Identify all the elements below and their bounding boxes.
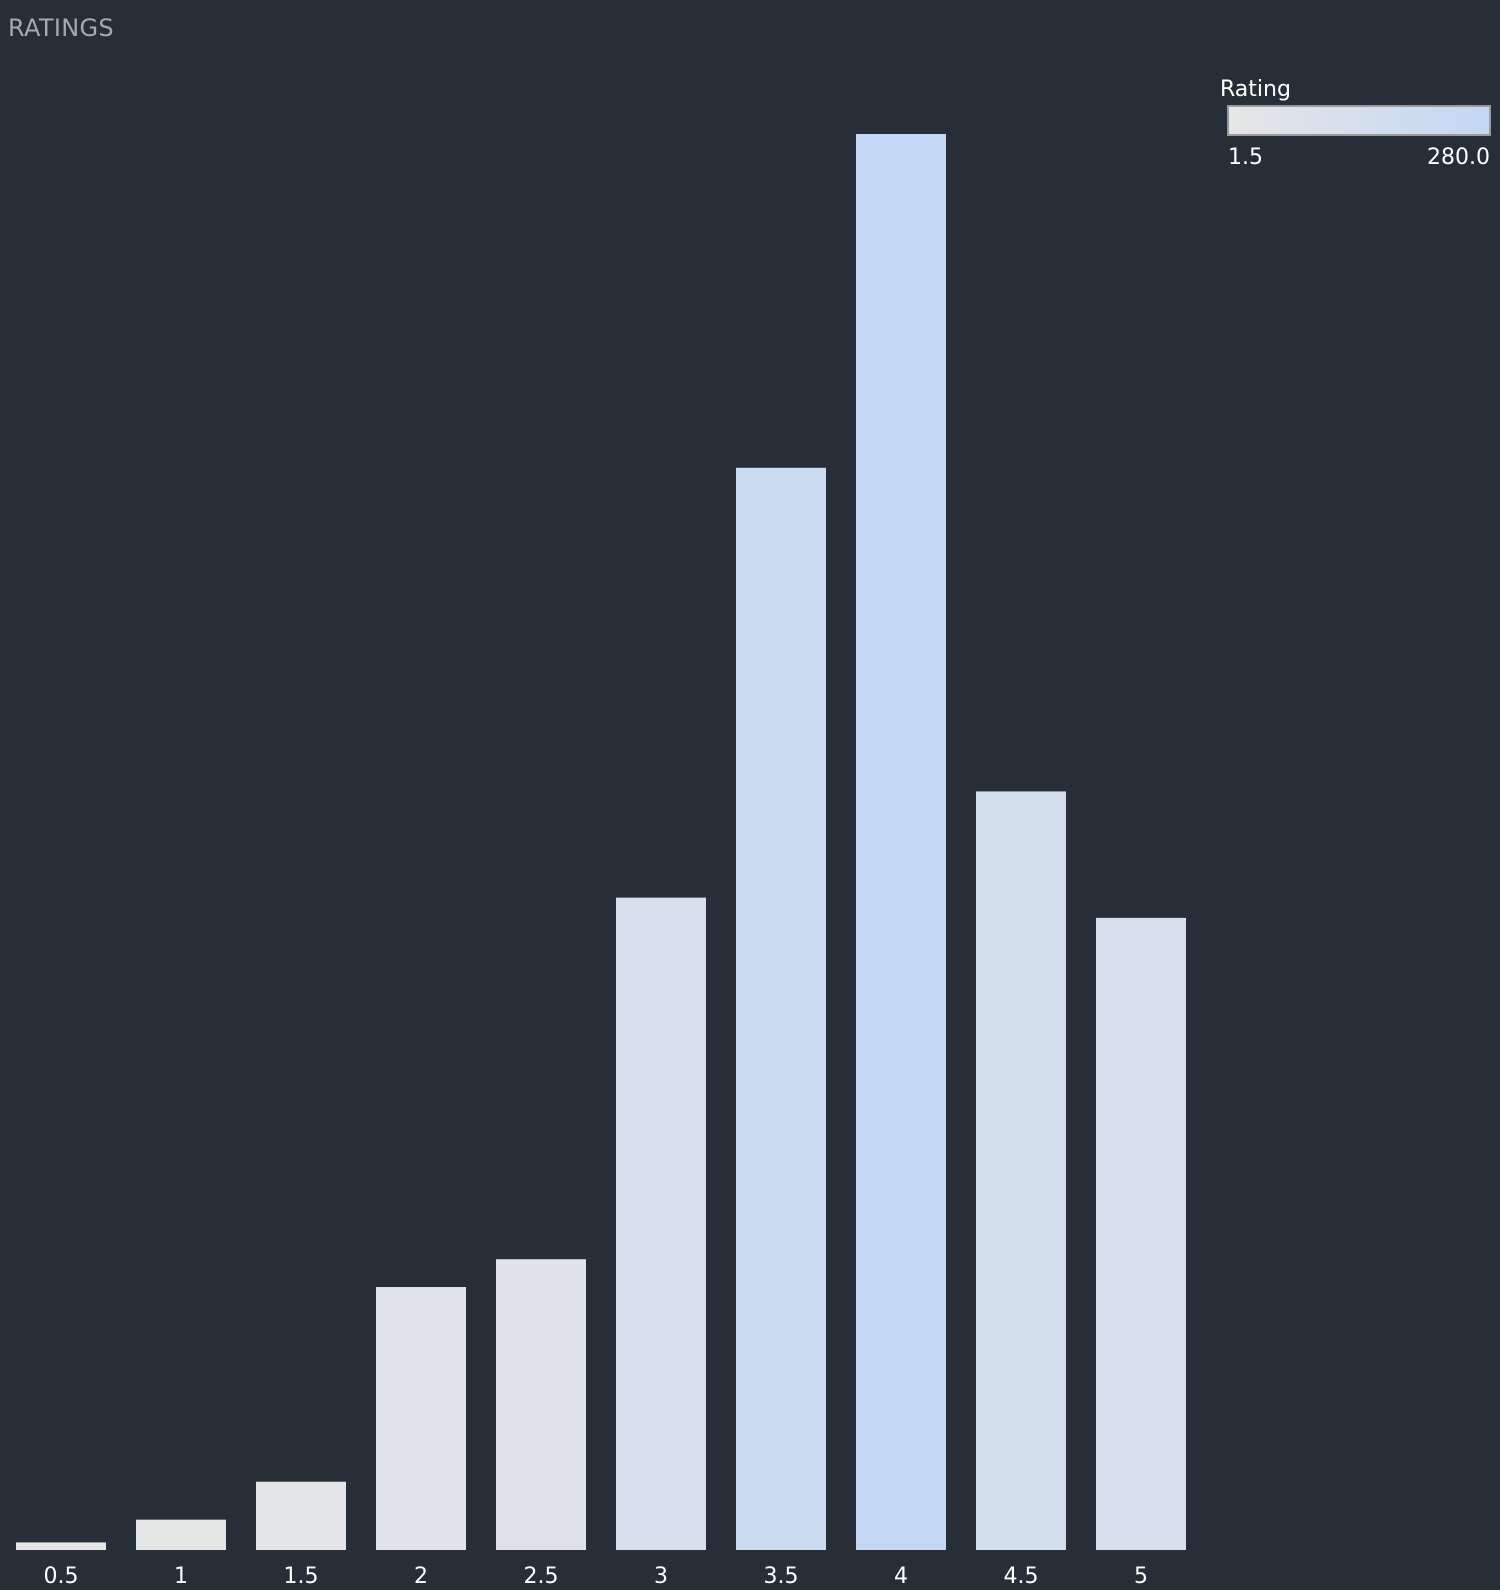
x-tick-label-2.5: 2.5 [524, 1564, 559, 1589]
chart-title: RATINGS [8, 14, 114, 42]
bar-2.5 [496, 1259, 586, 1550]
legend-gradient-bar [1227, 105, 1491, 136]
bar-3 [616, 897, 706, 1550]
bar-2 [376, 1287, 466, 1550]
x-tick-label-1: 1 [174, 1564, 188, 1589]
legend-title: Rating [1220, 77, 1291, 102]
bar-5 [1096, 917, 1186, 1550]
x-tick-label-0.5: 0.5 [44, 1564, 79, 1589]
bar-4.5 [976, 791, 1066, 1550]
bars-group [16, 134, 1186, 1550]
bar-1.5 [256, 1481, 346, 1550]
bar-4 [856, 134, 946, 1550]
x-tick-label-4: 4 [894, 1564, 908, 1589]
x-tick-label-3: 3 [654, 1564, 668, 1589]
x-tick-label-5: 5 [1134, 1564, 1148, 1589]
x-tick-label-4.5: 4.5 [1004, 1564, 1039, 1589]
legend-min-label: 1.5 [1228, 145, 1263, 170]
x-tick-labels: 0.5 1 1.5 2 2.5 3 3.5 4 4.5 5 [44, 1564, 1149, 1589]
bar-1 [136, 1519, 226, 1550]
x-tick-label-1.5: 1.5 [284, 1564, 319, 1589]
x-tick-label-2: 2 [414, 1564, 428, 1589]
color-legend: Rating 1.5 280.0 [1220, 77, 1491, 170]
bar-0.5 [16, 1542, 106, 1550]
legend-max-label: 280.0 [1427, 145, 1490, 170]
x-tick-label-3.5: 3.5 [764, 1564, 799, 1589]
bar-3.5 [736, 467, 826, 1550]
